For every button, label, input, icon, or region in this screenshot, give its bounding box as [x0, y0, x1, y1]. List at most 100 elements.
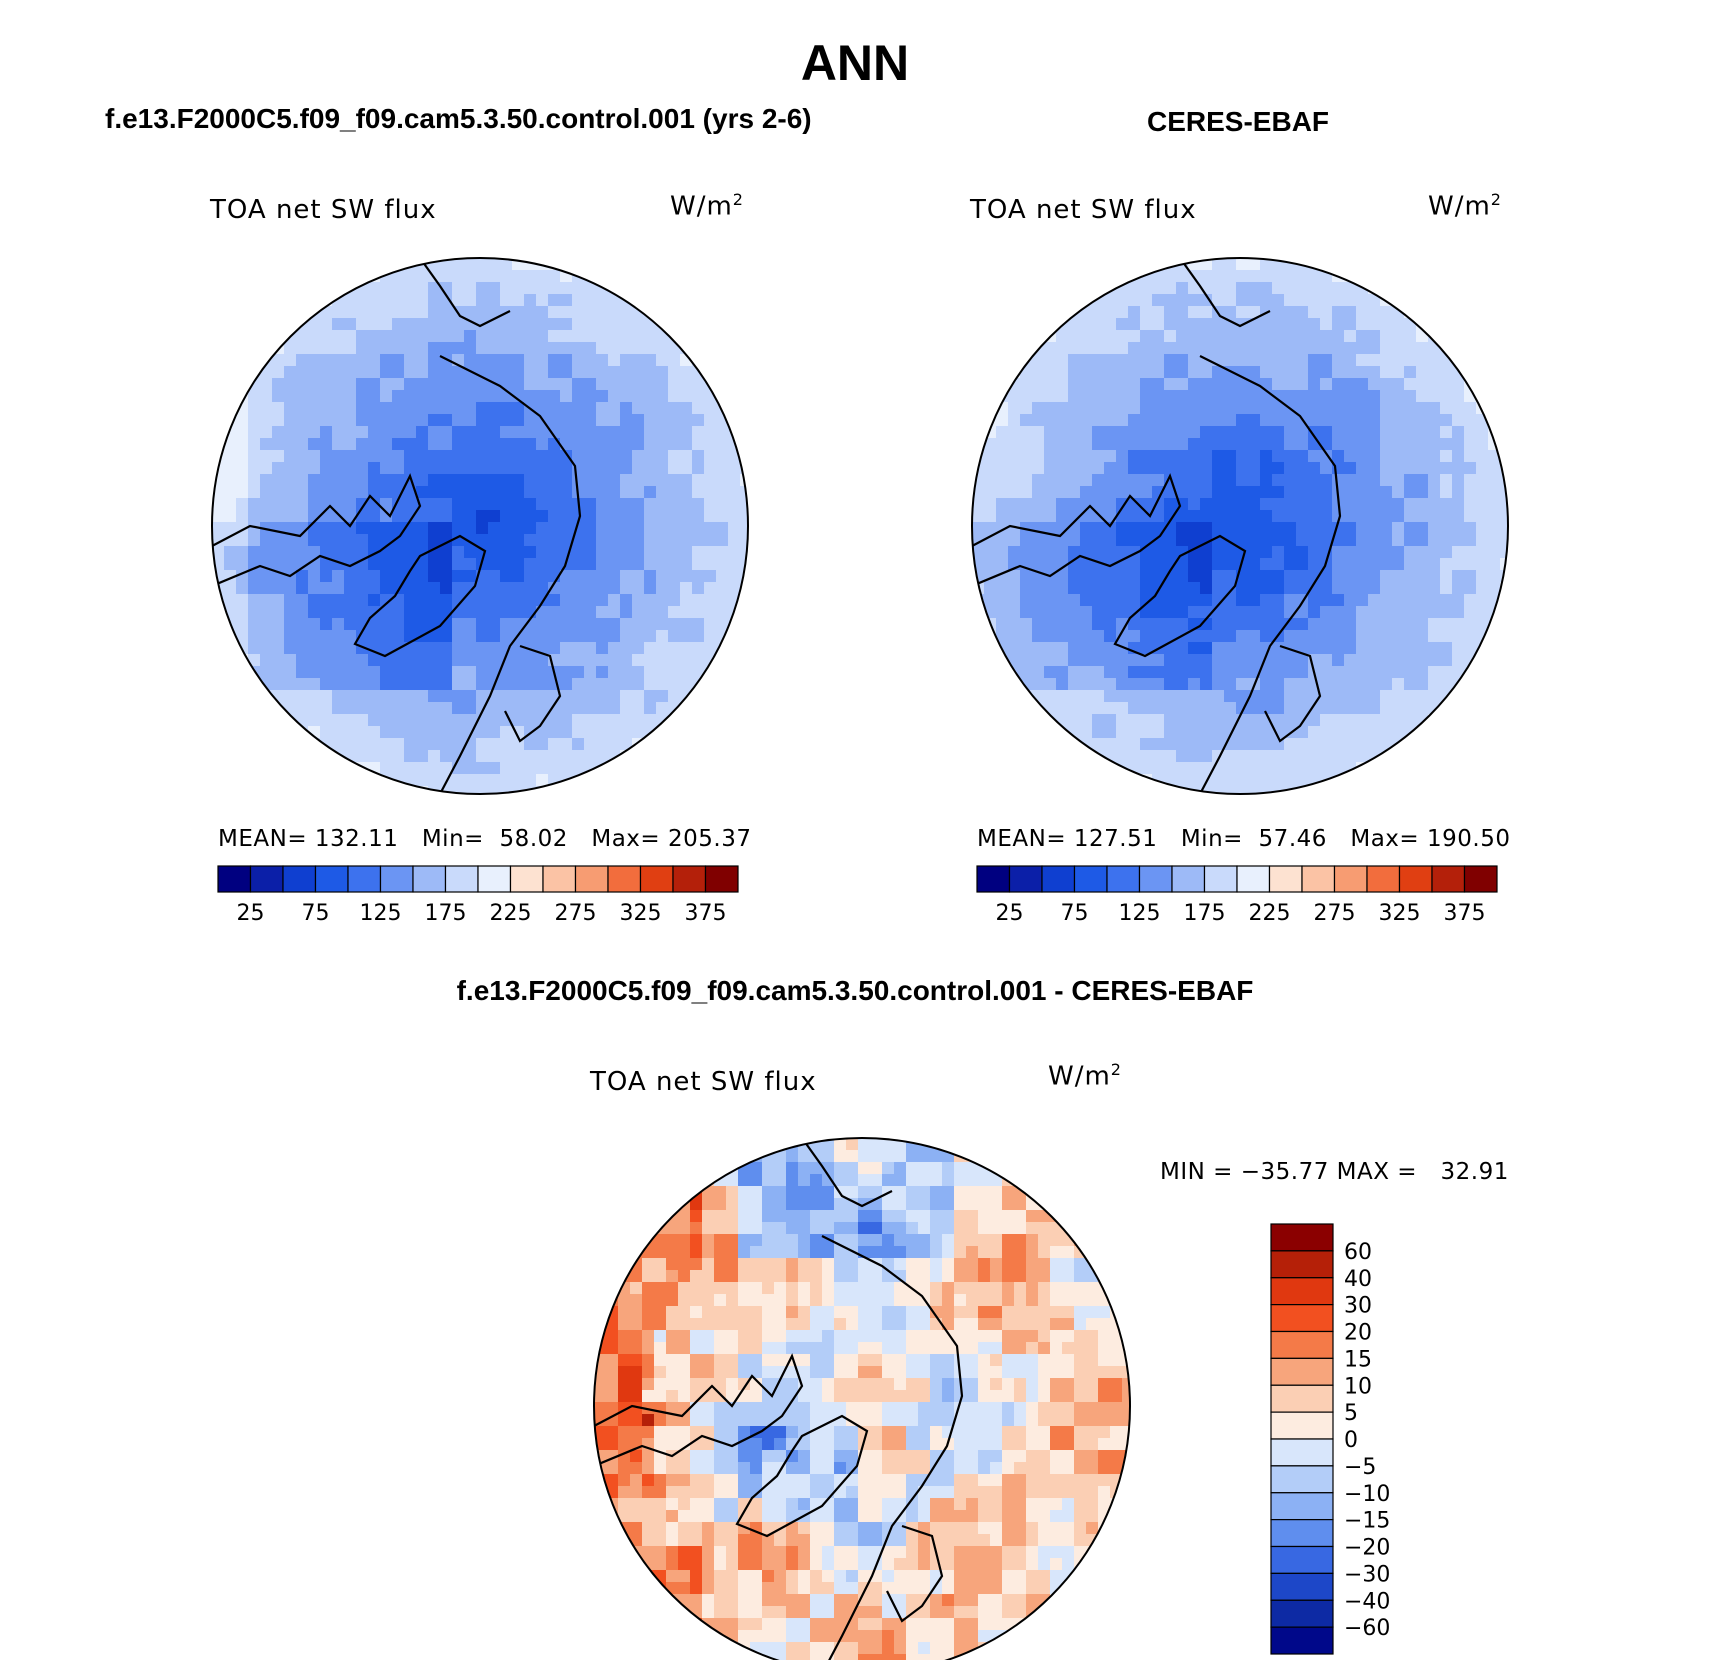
- field-cell: [1428, 342, 1441, 355]
- field-cell: [572, 282, 585, 295]
- field-cell: [452, 690, 465, 703]
- field-cell: [1200, 714, 1213, 727]
- field-cell: [512, 486, 525, 499]
- field-cell: [762, 1618, 775, 1631]
- field-cell: [632, 726, 645, 739]
- field-cell: [644, 342, 657, 355]
- field-cell: [1092, 450, 1105, 463]
- field-cell: [344, 450, 357, 463]
- field-cell: [678, 1186, 691, 1199]
- field-cell: [1428, 618, 1441, 631]
- field-cell: [834, 1150, 847, 1163]
- field-cell: [1320, 306, 1333, 319]
- field-cell: [524, 546, 537, 559]
- field-cell: [1368, 306, 1381, 319]
- field-cell: [524, 750, 537, 763]
- field-cell: [714, 1294, 727, 1307]
- field-cell: [308, 690, 321, 703]
- field-cell: [740, 498, 748, 511]
- field-cell: [930, 1654, 943, 1660]
- field-cell: [942, 1582, 955, 1595]
- field-cell: [308, 426, 321, 439]
- field-cell: [1236, 786, 1249, 794]
- field-cell: [308, 702, 321, 715]
- field-cell: [296, 474, 309, 487]
- field-cell: [488, 258, 501, 271]
- field-cell: [1152, 714, 1165, 727]
- field-cell: [620, 606, 633, 619]
- field-cell: [356, 738, 369, 751]
- field-cell: [620, 390, 633, 403]
- field-cell: [404, 342, 417, 355]
- field-cell: [678, 1258, 691, 1271]
- field-cell: [1260, 522, 1273, 535]
- field-cell: [894, 1270, 907, 1283]
- field-cell: [572, 546, 585, 559]
- field-cell: [356, 294, 369, 307]
- field-cell: [1392, 342, 1405, 355]
- field-cell: [1296, 702, 1309, 715]
- field-cell: [440, 630, 453, 643]
- field-cell: [1020, 606, 1033, 619]
- field-cell: [1296, 354, 1309, 367]
- field-cell: [906, 1210, 919, 1223]
- field-cell: [1056, 474, 1069, 487]
- field-cell: [236, 582, 249, 595]
- field-cell: [774, 1330, 787, 1343]
- field-cell: [500, 546, 513, 559]
- field-cell: [822, 1354, 835, 1367]
- field-cell: [560, 282, 573, 295]
- field-cell: [702, 1582, 715, 1595]
- field-cell: [356, 438, 369, 451]
- field-cell: [284, 582, 297, 595]
- field-cell: [380, 366, 393, 379]
- field-cell: [440, 402, 453, 415]
- field-cell: [1014, 1318, 1027, 1331]
- field-cell: [906, 1198, 919, 1211]
- field-cell: [1050, 1402, 1063, 1415]
- field-cell: [870, 1438, 883, 1451]
- field-cell: [1116, 690, 1129, 703]
- field-cell: [668, 366, 681, 379]
- field-cell: [1224, 342, 1237, 355]
- field-cell: [870, 1390, 883, 1403]
- field-cell: [440, 786, 453, 794]
- field-cell: [1344, 546, 1357, 559]
- field-cell: [572, 702, 585, 715]
- field-cell: [870, 1474, 883, 1487]
- field-cell: [798, 1270, 811, 1283]
- field-cell: [1248, 618, 1261, 631]
- field-cell: [1164, 414, 1177, 427]
- field-cell: [1248, 546, 1261, 559]
- field-cell: [440, 546, 453, 559]
- field-cell: [212, 606, 225, 619]
- field-cell: [344, 318, 357, 331]
- field-cell: [356, 714, 369, 727]
- field-cell: [260, 510, 273, 523]
- field-cell: [608, 438, 621, 451]
- field-cell: [284, 498, 297, 511]
- field-cell: [488, 774, 501, 787]
- field-cell: [344, 582, 357, 595]
- field-cell: [1092, 702, 1105, 715]
- field-cell: [762, 1546, 775, 1559]
- field-cell: [272, 450, 285, 463]
- field-cell: [666, 1414, 679, 1427]
- field-cell: [666, 1498, 679, 1511]
- field-cell: [1296, 582, 1309, 595]
- field-cell: [1224, 294, 1237, 307]
- field-cell: [738, 1618, 751, 1631]
- field-cell: [260, 486, 273, 499]
- field-cell: [1392, 630, 1405, 643]
- field-cell: [1128, 606, 1141, 619]
- field-cell: [428, 702, 441, 715]
- field-cell: [488, 642, 501, 655]
- field-cell: [740, 486, 748, 499]
- field-cell: [1392, 690, 1405, 703]
- field-cell: [1008, 510, 1021, 523]
- field-cell: [1068, 330, 1081, 343]
- field-cell: [774, 1558, 787, 1571]
- field-cell: [692, 630, 705, 643]
- field-cell: [1056, 450, 1069, 463]
- field-cell: [762, 1474, 775, 1487]
